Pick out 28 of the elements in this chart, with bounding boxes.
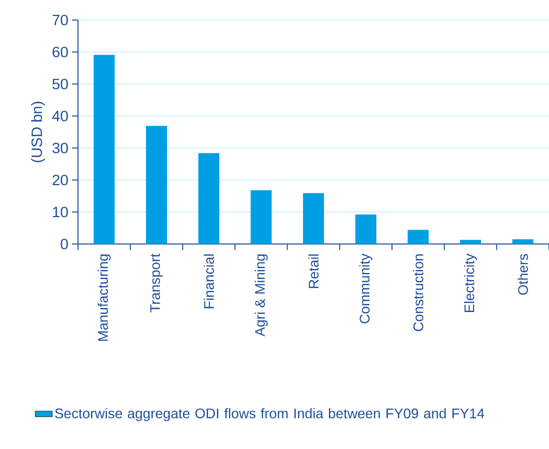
- y-axis-title: (USD bn): [31, 102, 46, 162]
- bar: [198, 153, 220, 244]
- y-tick-label: 40: [52, 110, 68, 122]
- bar: [146, 126, 167, 244]
- y-tick-label: 10: [53, 206, 68, 218]
- x-tick-label: Construction: [413, 254, 424, 332]
- x-tick-label: Transport: [150, 254, 163, 312]
- x-tick-label: Manufacturing: [98, 254, 111, 341]
- bar: [408, 230, 429, 244]
- legend-label: Sectorwise aggregate ODI flows from India between FY09 and FY14: [55, 408, 484, 422]
- bar: [94, 54, 115, 244]
- y-tick-label: 20: [52, 174, 68, 186]
- bar: [460, 240, 481, 244]
- x-tick-label: Financial: [204, 254, 214, 308]
- bar: [355, 214, 376, 244]
- bar: [302, 193, 324, 244]
- x-tick-label: Others: [518, 254, 528, 295]
- x-tick-label: Electricity: [464, 254, 477, 312]
- x-tick-label: Community: [359, 254, 372, 324]
- bar: [512, 239, 534, 244]
- bar: [250, 190, 272, 244]
- y-tick-label: 50: [52, 78, 68, 90]
- x-tick-label: Retail: [308, 254, 319, 288]
- y-tick-label: 0: [60, 238, 68, 250]
- y-tick-label: 30: [52, 142, 68, 154]
- x-tick-label: Agri & Mining: [254, 254, 268, 336]
- y-tick-label: 70: [52, 14, 68, 26]
- y-tick-label: 60: [52, 46, 68, 58]
